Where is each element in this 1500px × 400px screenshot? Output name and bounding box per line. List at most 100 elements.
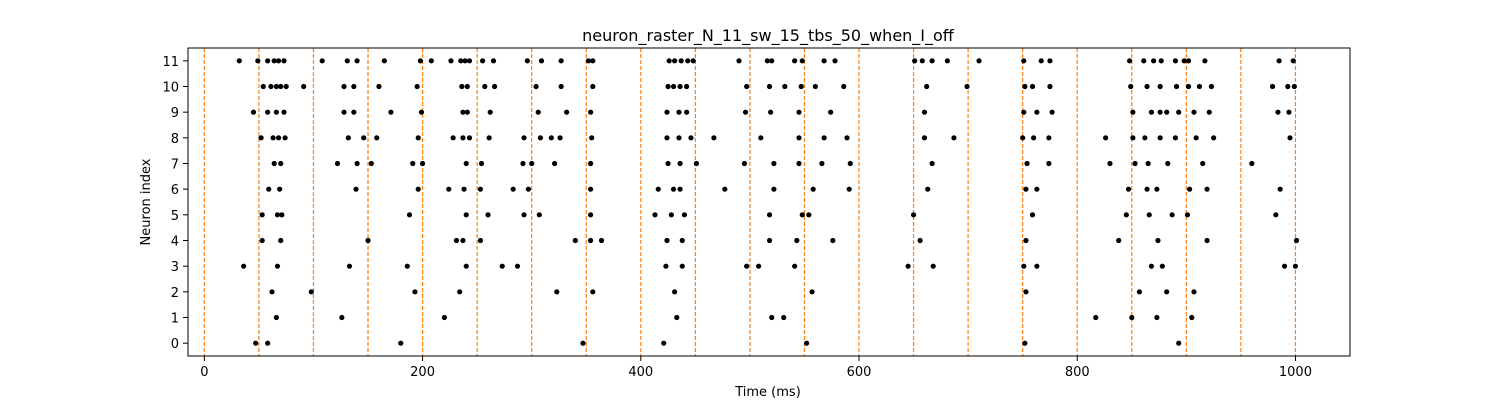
spike-points: [236, 58, 1300, 346]
spike-point: [771, 160, 777, 167]
spike-point: [461, 186, 467, 192]
y-tick-label: 5: [171, 209, 179, 224]
spike-point: [466, 135, 473, 141]
spike-point: [236, 58, 242, 64]
spike-point: [446, 186, 452, 192]
spike-point: [1022, 340, 1028, 346]
spike-point: [490, 58, 497, 64]
spike-point: [463, 160, 469, 167]
spike-point: [782, 83, 788, 90]
spike-point: [677, 83, 683, 90]
spike-point: [250, 109, 257, 115]
spike-point: [428, 58, 434, 64]
spike-point: [690, 58, 696, 64]
spike-point: [572, 237, 578, 244]
spike-point: [590, 289, 596, 295]
spike-point: [1155, 237, 1161, 244]
spike-point: [711, 135, 717, 141]
spike-point: [917, 237, 923, 244]
spike-point: [278, 160, 284, 167]
spike-point: [529, 160, 535, 167]
spike-point: [1185, 58, 1192, 64]
x-tick-label: 1000: [1279, 365, 1312, 380]
spike-point: [374, 135, 380, 141]
spike-point: [558, 58, 564, 64]
spike-point: [266, 186, 272, 192]
spike-point: [339, 314, 345, 321]
spike-point: [464, 83, 470, 90]
spike-point: [794, 237, 800, 244]
spike-point: [524, 58, 530, 64]
spike-point: [368, 160, 374, 167]
spike-point: [744, 83, 750, 90]
spike-point: [398, 340, 404, 346]
spike-point: [665, 83, 671, 90]
spike-point: [768, 109, 774, 115]
spike-point: [491, 83, 498, 90]
spike-point: [282, 135, 288, 141]
spike-point: [1034, 263, 1040, 269]
spike-point: [1196, 83, 1203, 90]
spike-point: [1038, 58, 1044, 64]
spike-point: [1154, 314, 1160, 321]
spike-point: [792, 58, 798, 64]
spike-point: [278, 83, 284, 90]
spike-point: [381, 58, 387, 64]
spike-point: [462, 58, 468, 64]
spike-point: [1291, 83, 1297, 90]
spike-point: [1142, 135, 1148, 141]
spike-point: [463, 212, 469, 218]
spike-point: [1022, 83, 1028, 90]
y-tick-label: 3: [171, 260, 179, 275]
spike-point: [810, 186, 816, 192]
spike-point: [253, 340, 259, 346]
spike-point: [319, 58, 325, 64]
spike-point: [1176, 109, 1182, 115]
spike-point: [554, 289, 560, 295]
x-tick-label: 400: [628, 365, 653, 380]
spike-point: [677, 160, 683, 167]
spike-point: [1129, 314, 1135, 321]
spike-point: [798, 83, 804, 90]
spike-point: [486, 135, 492, 141]
spike-point: [674, 314, 680, 321]
spike-point: [1204, 237, 1210, 244]
spike-point: [929, 160, 935, 167]
spike-point: [466, 58, 473, 64]
spike-point: [766, 212, 773, 218]
spike-point: [679, 263, 685, 269]
spike-point: [1187, 186, 1193, 192]
spike-point: [459, 83, 465, 90]
spike-point: [281, 58, 287, 64]
spike-point: [521, 135, 527, 141]
spike-point: [1157, 83, 1163, 90]
spike-point: [666, 58, 672, 64]
spike-point: [1191, 109, 1197, 115]
spike-point: [804, 340, 810, 346]
spike-point: [415, 186, 421, 192]
spike-point: [1130, 109, 1136, 115]
spike-point: [781, 314, 787, 321]
spike-point: [590, 83, 596, 90]
spike-point: [453, 237, 460, 244]
spike-point: [564, 109, 570, 115]
spike-point: [1206, 109, 1212, 115]
spike-point: [345, 135, 351, 141]
spike-point: [688, 135, 694, 141]
spike-point: [676, 109, 682, 115]
spike-point: [809, 289, 815, 295]
spike-point: [580, 340, 586, 346]
spike-point: [1202, 58, 1208, 64]
spike-point: [365, 237, 371, 244]
spike-point: [910, 212, 917, 218]
spike-point: [1292, 263, 1299, 269]
spike-point: [1159, 263, 1165, 269]
spike-point: [976, 58, 982, 64]
spike-point: [258, 135, 264, 141]
spike-point: [1151, 58, 1157, 64]
spike-point: [681, 212, 688, 218]
spike-point: [1130, 135, 1136, 141]
x-axis-label: Time (ms): [734, 385, 801, 400]
spike-point: [552, 160, 558, 167]
spike-point: [792, 263, 798, 269]
